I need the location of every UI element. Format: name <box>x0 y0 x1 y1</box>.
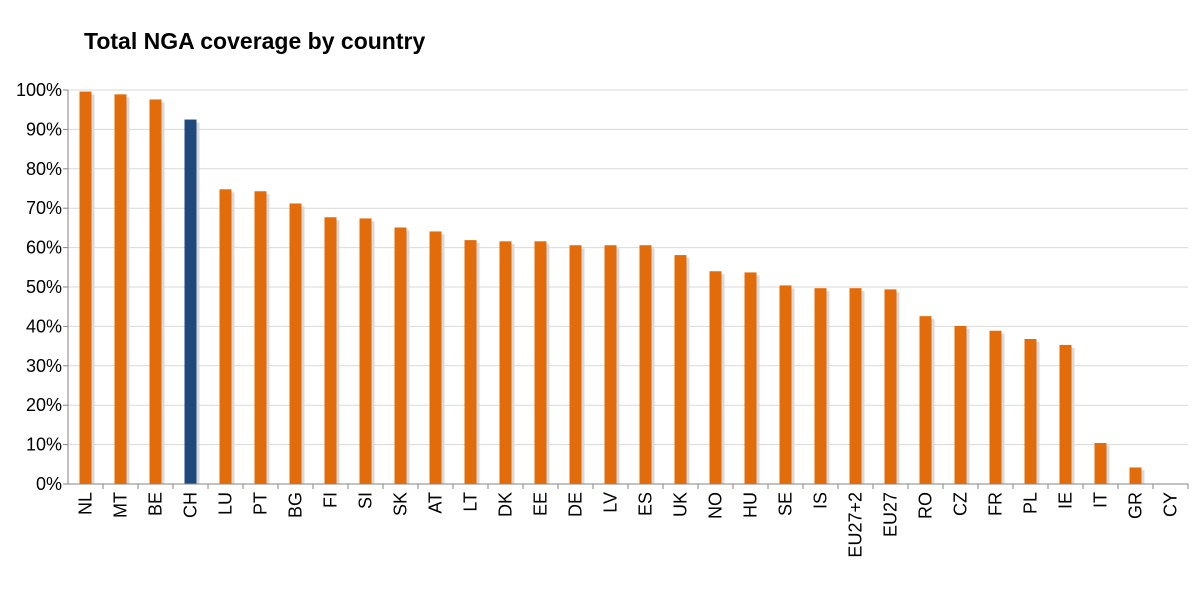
bar <box>359 218 372 484</box>
x-tick-label: NL <box>76 492 96 515</box>
x-tick-label: HU <box>741 492 761 518</box>
x-tick-label: IT <box>1091 492 1111 508</box>
bar <box>954 326 967 484</box>
x-tick-label: AT <box>426 492 446 514</box>
bar <box>709 271 722 484</box>
x-tick-label: LV <box>601 492 621 513</box>
x-tick-label: SI <box>356 492 376 509</box>
x-tick-label: IS <box>811 492 831 509</box>
bar <box>779 285 792 484</box>
bar <box>639 245 652 484</box>
x-tick-label: GR <box>1126 492 1146 519</box>
x-tick-label: SK <box>391 492 411 516</box>
y-tick-label: 40% <box>26 316 62 336</box>
gridlines <box>68 89 1188 446</box>
bar <box>219 189 232 484</box>
bar <box>919 316 932 484</box>
x-tick-label: NO <box>706 492 726 519</box>
bar <box>499 241 512 484</box>
x-tick-label: PL <box>1021 492 1041 514</box>
bar <box>324 217 337 484</box>
x-tick-label: PT <box>251 492 271 515</box>
x-tick-label: MT <box>111 492 131 518</box>
bar <box>1024 339 1037 484</box>
bar <box>814 288 827 484</box>
bar <box>744 272 757 484</box>
x-tick-label: CH <box>181 492 201 518</box>
bar <box>79 91 92 485</box>
bar <box>1094 443 1107 484</box>
x-tick-label: RO <box>916 492 936 519</box>
x-tick-label: DE <box>566 492 586 517</box>
x-tick-label: CZ <box>951 492 971 516</box>
y-tick-label: 30% <box>26 356 62 376</box>
y-tick-label: 100% <box>16 80 62 100</box>
y-axis: 0% 10% 20% 30% 40% 50% 60% 70% 80% 90% 100% <box>16 80 69 494</box>
x-tick-label: EE <box>531 492 551 516</box>
x-tick-label: UK <box>671 492 691 517</box>
x-tick-label: DK <box>496 492 516 517</box>
y-tick-label: 70% <box>26 198 62 218</box>
x-tick-label: ES <box>636 492 656 516</box>
x-tick-label: EU27 <box>881 492 901 537</box>
bar <box>254 191 267 484</box>
bar <box>604 245 617 484</box>
x-tick-label: EU27+2 <box>846 492 866 558</box>
x-tick-label: LU <box>216 492 236 515</box>
bar <box>429 231 442 484</box>
y-tick-label: 20% <box>26 395 62 415</box>
bar <box>534 241 547 484</box>
y-tick-label: 10% <box>26 435 62 455</box>
bar <box>1059 344 1072 484</box>
y-tick-label: 90% <box>26 119 62 139</box>
y-tick-label: 80% <box>26 159 62 179</box>
x-tick-label: LT <box>461 492 481 512</box>
bar <box>674 255 687 484</box>
bar <box>149 99 162 485</box>
bar <box>569 245 582 484</box>
y-tick-label: 0% <box>36 474 62 494</box>
x-tick-label: FI <box>321 492 341 508</box>
x-tick-label: IE <box>1056 492 1076 509</box>
bar <box>849 288 862 484</box>
x-tick-label: SE <box>776 492 796 516</box>
bar <box>184 119 197 485</box>
bar <box>884 289 897 484</box>
x-tick-label: BG <box>286 492 306 518</box>
y-tick-label: 60% <box>26 238 62 258</box>
y-tick-label: 50% <box>26 277 62 297</box>
bars <box>79 91 1145 485</box>
x-tick-label: FR <box>986 492 1006 516</box>
bar <box>464 240 477 484</box>
chart-title: Total NGA coverage by country <box>84 28 426 54</box>
x-tick-label: CY <box>1161 492 1181 517</box>
x-tick-label: BE <box>146 492 166 516</box>
bar <box>114 94 127 485</box>
bar <box>289 203 302 485</box>
bar <box>394 227 407 485</box>
bar <box>1129 467 1142 484</box>
bar <box>989 330 1002 484</box>
x-axis: NL MT BE CH LU PT BG FI SI SK AT LT DK EE DE LV ES UK NO HU… <box>68 483 1189 558</box>
